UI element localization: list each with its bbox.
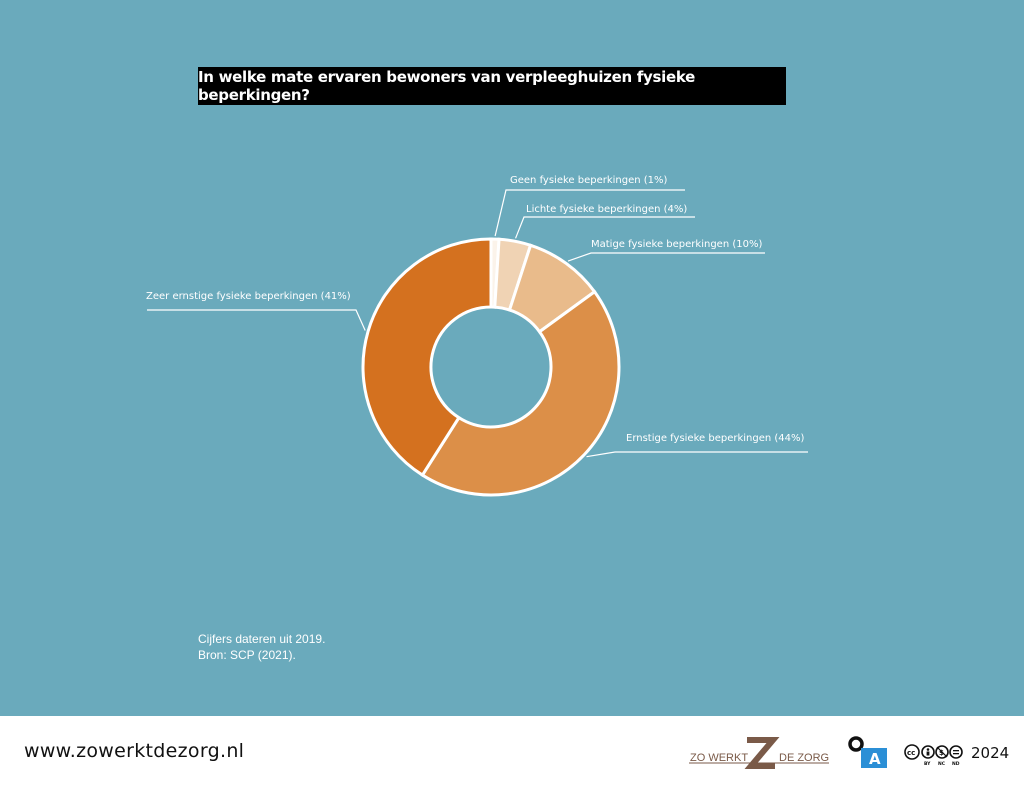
year-label: 2024 [971, 744, 1010, 762]
slice-label-4: Ernstige fysieke beperkingen (44%) [626, 433, 805, 444]
footer: www.zowerktdezorg.nl ZO WERKT DE ZORG A … [0, 716, 1024, 785]
svg-text:ND: ND [952, 761, 960, 766]
logo-text-right: DE ZORG [779, 752, 829, 764]
donut-chart: Geen fysieke beperkingen (1%) Lichte fysi… [146, 175, 808, 497]
zowerktdezorg-logo: ZO WERKT DE ZORG [689, 737, 829, 769]
svg-text:NC: NC [938, 761, 946, 766]
slice-label-5: Zeer ernstige fysieke beperkingen (41%) [146, 291, 351, 302]
donut-slice-4 [420, 289, 621, 497]
note-date: Cijfers dateren uit 2019. [198, 632, 326, 646]
leader-line-2 [514, 216, 695, 239]
leader-line-1 [494, 189, 685, 237]
svg-text:cc: cc [907, 749, 915, 757]
svg-text:$: $ [939, 749, 944, 757]
leader-line-4 [586, 451, 808, 458]
site-url-link[interactable]: www.zowerktdezorg.nl [24, 740, 245, 762]
leader-line-3 [567, 252, 765, 262]
donut-slice-5 [361, 237, 493, 478]
slice-label-2: Lichte fysieke beperkingen (4%) [526, 204, 687, 215]
open-access-icon: A [848, 736, 887, 768]
slice-label-1: Geen fysieke beperkingen (1%) [510, 175, 668, 186]
svg-text:BY: BY [924, 761, 931, 766]
svg-text:A: A [869, 750, 881, 768]
chart-title: In welke mate ervaren bewoners van verpl… [198, 67, 786, 105]
chart-area: Geen fysieke beperkingen (1%) Lichte fysi… [146, 67, 808, 663]
creative-commons-icon: cc $ BY NC ND [904, 744, 963, 766]
leader-line-5 [147, 309, 366, 331]
logo-text-left: ZO WERKT [690, 752, 748, 764]
chart-notes: Cijfers dateren uit 2019. Bron: SCP (202… [198, 631, 325, 663]
slice-label-3: Matige fysieke beperkingen (10%) [591, 239, 762, 250]
note-source: Bron: SCP (2021). [198, 648, 296, 662]
